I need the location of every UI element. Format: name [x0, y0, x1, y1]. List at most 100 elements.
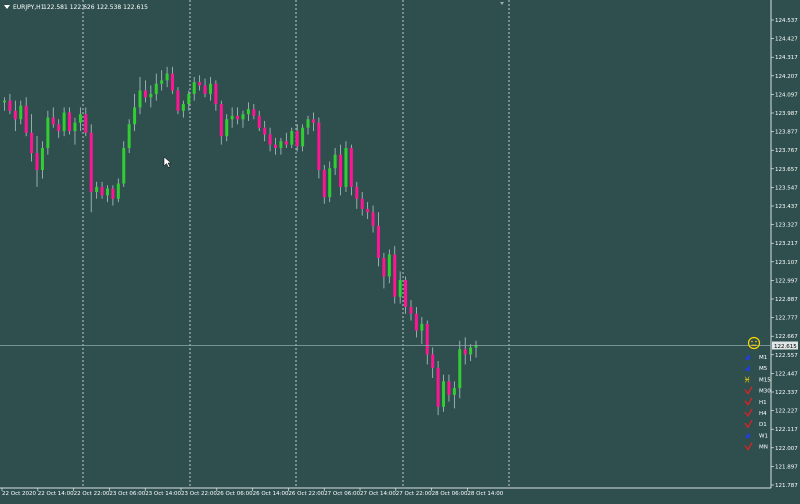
candle	[203, 78, 207, 98]
candle-body	[290, 131, 294, 145]
candle	[100, 181, 104, 199]
candle-body	[355, 186, 359, 199]
time-axis-label: 28 Oct 14:00	[467, 491, 503, 497]
candle-body	[62, 112, 66, 132]
candle-body	[95, 186, 99, 192]
candle-body	[404, 279, 408, 307]
triangle-down-icon[interactable]	[4, 5, 10, 9]
arrow-up-icon	[745, 354, 750, 360]
candle	[409, 300, 413, 321]
candle-body	[420, 323, 424, 331]
candle-body	[219, 104, 223, 137]
candle-body	[241, 114, 245, 120]
candle-body	[284, 141, 288, 145]
candle-body	[35, 153, 39, 170]
current-price-badge	[772, 341, 798, 350]
candle-body	[68, 112, 72, 132]
candle-body	[398, 279, 402, 297]
candle	[165, 66, 169, 88]
candle	[344, 141, 348, 192]
current-price-label: 122.615	[774, 344, 797, 350]
candle	[192, 76, 196, 101]
time-axis-label: 27 Oct 06:00	[324, 491, 360, 497]
candle-body	[13, 110, 17, 120]
candle	[279, 137, 283, 155]
indicator-row-w1: W1	[745, 432, 768, 439]
candle-body	[143, 90, 147, 98]
price-axis-label: 122.557	[775, 353, 798, 359]
candle	[230, 107, 234, 128]
time-axis-label: 22 Oct 2020	[2, 491, 37, 497]
time-axis-label: 26 Oct 14:00	[253, 491, 289, 497]
candle	[458, 340, 462, 399]
time-axis-label: 27 Oct 14:00	[360, 491, 396, 497]
indicator-timeframe-label: M30	[759, 389, 771, 395]
scroll-marker-icon[interactable]	[500, 2, 504, 5]
candle-body	[387, 254, 391, 277]
price-axis-label: 123.217	[775, 241, 798, 247]
candle-body	[474, 344, 478, 348]
price-axis-label: 121.787	[775, 483, 798, 489]
price-axis-label: 124.427	[775, 37, 798, 43]
candle	[149, 85, 153, 108]
candle	[382, 252, 386, 289]
candle	[268, 127, 272, 152]
candle-body	[214, 83, 218, 105]
indicator-timeframe-label: D1	[759, 422, 767, 428]
candle	[436, 361, 440, 416]
candle	[198, 75, 202, 91]
candle-body	[138, 90, 142, 108]
candle	[306, 115, 310, 135]
indicator-row-mn: MN	[744, 442, 768, 451]
candle-body	[192, 82, 196, 94]
candle	[116, 178, 120, 203]
candle-body	[279, 141, 283, 149]
indicator-row-m1: M1	[745, 354, 767, 361]
indicator-timeframe-label: W1	[759, 433, 768, 439]
candle-body	[24, 105, 28, 133]
candle	[398, 271, 402, 304]
candle	[143, 80, 147, 103]
candle-body	[198, 82, 202, 86]
candle-body	[3, 100, 6, 103]
indicator-row-m15: ♓ M15	[744, 375, 772, 384]
indicator-timeframe-label: M1	[759, 355, 767, 361]
check-mark-icon	[744, 397, 753, 406]
candle-body	[176, 90, 180, 111]
price-axis-label: 123.877	[775, 130, 798, 136]
price-axis-label: 123.107	[775, 260, 798, 266]
indicator-timeframe-label: M5	[759, 366, 768, 372]
candle-body	[360, 198, 364, 209]
candle	[122, 141, 126, 187]
price-axis-label: 121.897	[775, 464, 798, 470]
price-axis-label: 122.007	[775, 446, 798, 452]
candle-body	[376, 225, 380, 258]
candle-body	[246, 109, 250, 115]
candle-body	[19, 105, 23, 120]
candle-body	[100, 186, 104, 196]
candle	[447, 374, 451, 402]
candle	[208, 76, 212, 101]
candle	[328, 161, 332, 203]
candle-body	[333, 154, 337, 169]
candle-body	[344, 148, 348, 187]
candle-body	[236, 115, 240, 120]
candle-body	[187, 93, 191, 105]
indicator-row-m30: M30	[744, 386, 771, 395]
price-axis-label: 123.767	[775, 148, 798, 154]
candle	[154, 73, 158, 101]
candle	[236, 107, 240, 125]
candle-body	[257, 115, 261, 128]
candle	[133, 93, 137, 132]
candle-body	[30, 132, 34, 154]
candle-body	[230, 115, 234, 120]
candle	[301, 124, 305, 152]
candle-body	[78, 114, 82, 123]
candle	[404, 276, 408, 314]
candle-body	[366, 208, 370, 213]
candle-body	[133, 107, 137, 125]
candle	[35, 136, 39, 187]
candle	[62, 107, 66, 137]
